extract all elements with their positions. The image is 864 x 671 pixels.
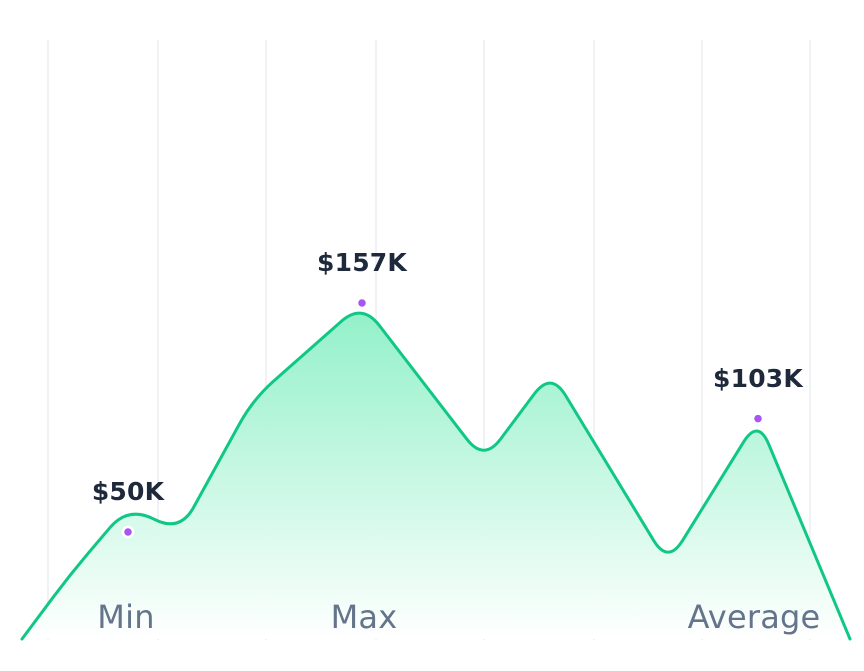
- max-label: Max: [330, 598, 398, 636]
- average-label: Average: [687, 598, 821, 636]
- marker-average: [751, 412, 765, 425]
- min-label: Min: [97, 598, 155, 636]
- min-value-label: $50K: [91, 477, 165, 506]
- marker-min: [121, 525, 135, 539]
- vertical-gridlines: [47, 40, 811, 640]
- max-value-label: $157K: [317, 248, 407, 278]
- series-line: [20, 311, 852, 641]
- marker-max: [355, 296, 369, 310]
- area-fill: [22, 313, 850, 639]
- average-value-label: $103K: [713, 363, 803, 393]
- annotation-markers: [121, 296, 765, 539]
